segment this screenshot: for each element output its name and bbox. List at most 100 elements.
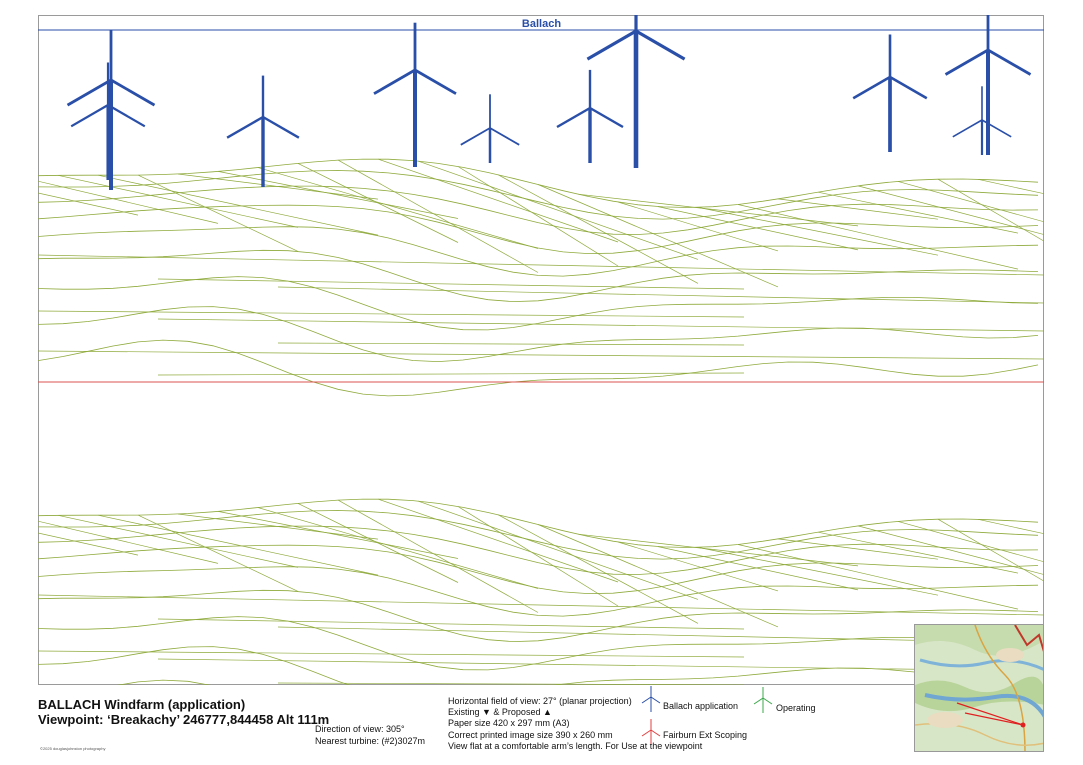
turbine xyxy=(226,75,300,187)
legend-ballach-label: Ballach application xyxy=(663,701,739,711)
terrain-contour xyxy=(38,498,1039,548)
windfarm-title: BALLACH Windfarm (application) xyxy=(38,697,246,712)
terrain-mesh-line xyxy=(257,507,539,589)
turbine xyxy=(460,94,520,163)
wireframe-panorama xyxy=(38,15,1044,685)
terrain-mesh-line xyxy=(457,166,619,267)
terrain-mesh-line xyxy=(38,180,219,224)
info-paper-size: Paper size 420 x 297 mm (A3) xyxy=(448,718,570,729)
terrain-mesh-line xyxy=(217,511,459,559)
terrain-mesh-line xyxy=(157,318,1044,332)
info-block: Horizontal field of view: 27° (planar pr… xyxy=(448,696,702,752)
terrain-mesh-line xyxy=(277,682,745,685)
terrain-contour xyxy=(38,249,1039,303)
terrain-mesh-line xyxy=(937,518,1044,582)
turbine xyxy=(944,15,1032,155)
terrain-mesh-line xyxy=(157,618,745,630)
viewpoint-frame xyxy=(38,15,1044,685)
terrain-mesh-line xyxy=(157,278,745,290)
terrain-mesh-line xyxy=(537,184,779,288)
terrain-mesh-line xyxy=(457,506,619,607)
terrain-mesh-line xyxy=(157,372,745,376)
location-map xyxy=(914,624,1044,752)
turbine xyxy=(852,34,928,152)
terrain-mesh-line xyxy=(417,500,699,600)
terrain-mesh-line xyxy=(177,513,379,540)
title-block: BALLACH Windfarm (application) Viewpoint… xyxy=(38,697,329,727)
terrain-mesh-line xyxy=(377,158,619,243)
nearest-turbine: Nearest turbine: (#2)3027m xyxy=(315,736,426,746)
terrain-mesh-line xyxy=(697,207,939,256)
legend-fairburn-label: Fairburn Ext Scoping xyxy=(663,730,748,740)
terrain-mesh-line xyxy=(257,167,539,249)
terrain-mesh-line xyxy=(777,198,939,220)
terrain-mesh-line xyxy=(57,514,299,568)
legend-operating: Operating xyxy=(776,703,816,713)
turbine xyxy=(556,69,624,163)
terrain-mesh-line xyxy=(97,174,379,236)
terrain-mesh-line xyxy=(38,254,1044,276)
terrain-contour xyxy=(116,679,211,685)
terrain-contour xyxy=(38,204,1039,255)
direction-block: Direction of view: 305° Nearest turbine:… xyxy=(315,723,425,747)
terrain-mesh-line xyxy=(817,531,1019,574)
terrain-mesh-line xyxy=(57,174,299,228)
info-viewing: View flat at a comfortable arm’s length.… xyxy=(448,740,703,751)
terrain-contour xyxy=(38,566,1039,617)
terrain-mesh-line xyxy=(177,173,379,200)
terrain-mesh-line xyxy=(277,286,1044,304)
terrain-mesh-line xyxy=(377,498,619,583)
direction-of-view: Direction of view: 305° xyxy=(315,724,405,734)
terrain-contour xyxy=(38,339,1039,397)
terrain-mesh-line xyxy=(157,658,1044,672)
terrain-mesh-line xyxy=(38,520,219,564)
terrain-contour xyxy=(38,306,1039,363)
turbine xyxy=(66,29,156,190)
terrain-contour xyxy=(38,170,1039,220)
terrain-mesh-line xyxy=(817,191,1019,234)
terrain-mesh-line xyxy=(337,159,539,273)
info-existing-proposed: Existing ▼ & Proposed ▲ xyxy=(448,707,552,718)
terrain-contour xyxy=(38,544,1039,595)
legend-ballach: Ballach application xyxy=(663,701,738,711)
ballach-label: Ballach xyxy=(521,18,562,30)
terrain-mesh-line xyxy=(617,201,779,252)
terrain-mesh-line xyxy=(937,178,1044,242)
terrain-mesh-line xyxy=(217,171,459,219)
terrain-mesh-line xyxy=(897,181,1044,223)
terrain-mesh-line xyxy=(497,514,699,624)
terrain-mesh-line xyxy=(857,185,1044,235)
terrain-mesh-line xyxy=(337,499,539,613)
terrain-mesh-line xyxy=(577,193,859,227)
terrain-mesh-line xyxy=(657,206,859,251)
terrain-contour xyxy=(38,185,1039,235)
terrain-contour xyxy=(38,525,1039,575)
turbine xyxy=(586,15,686,168)
terrain-mesh-line xyxy=(137,174,299,252)
terrain-mesh-line xyxy=(297,163,459,243)
terrain-mesh-line xyxy=(38,650,745,658)
terrain-mesh-line xyxy=(38,192,139,216)
turbine xyxy=(373,22,457,167)
terrain-mesh-line xyxy=(777,538,939,560)
terrain-mesh-line xyxy=(977,178,1044,195)
terrain-contour xyxy=(38,589,1039,643)
terrain-mesh-line xyxy=(38,532,139,556)
terrain-mesh-line xyxy=(857,525,1044,575)
info-print-size: Correct printed image size 390 x 260 mm xyxy=(448,729,613,740)
terrain-contour xyxy=(38,276,1039,331)
turbine-icon xyxy=(641,686,661,712)
terrain-mesh-line xyxy=(277,342,745,346)
turbine-group xyxy=(66,15,1032,190)
terrain-mesh-line xyxy=(497,174,699,284)
terrain-mesh-line xyxy=(97,514,379,576)
terrain-contour xyxy=(38,616,1039,671)
terrain-mesh-line xyxy=(297,503,459,583)
terrain-contour xyxy=(38,226,1039,277)
turbine xyxy=(70,62,146,180)
wireframe-top xyxy=(38,158,1044,397)
terrain-mesh-line xyxy=(737,544,1019,610)
terrain-mesh-line xyxy=(697,547,939,596)
terrain-mesh-line xyxy=(38,350,1044,360)
terrain-mesh-line xyxy=(977,518,1044,535)
